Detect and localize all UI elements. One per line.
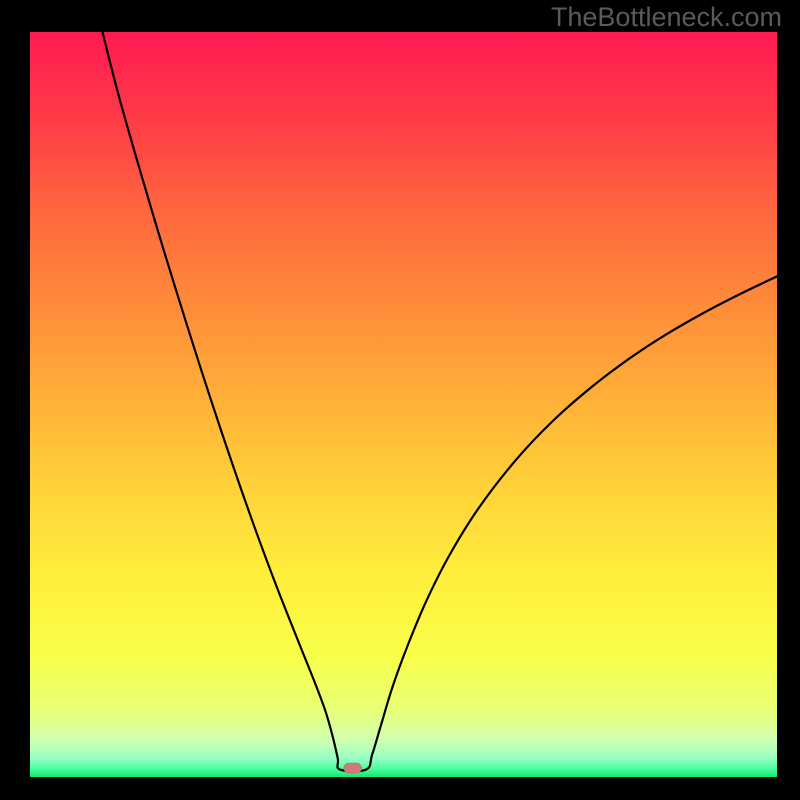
plot-area [30, 32, 777, 777]
watermark-text: TheBottleneck.com [551, 2, 782, 33]
optimal-marker [344, 763, 362, 773]
gradient-background [30, 32, 777, 777]
chart-container: TheBottleneck.com [0, 0, 800, 800]
